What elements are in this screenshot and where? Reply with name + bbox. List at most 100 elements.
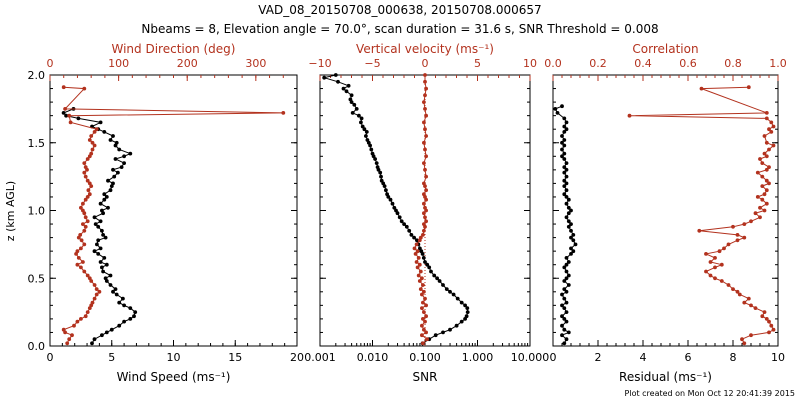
- x2-tick-label: 300: [245, 57, 266, 70]
- correlation-point: [764, 317, 769, 321]
- p2-plot-frame: [552, 74, 779, 347]
- wind-speed-point: [112, 174, 117, 179]
- residual-point: [562, 341, 567, 346]
- snr-point: [378, 170, 383, 175]
- snr-point: [441, 283, 445, 287]
- snr-point: [384, 188, 388, 193]
- residual-point: [564, 195, 569, 199]
- correlation-point: [742, 235, 747, 240]
- correlation-point: [762, 310, 767, 314]
- wind-speed-point: [100, 265, 104, 270]
- correlation-point: [755, 170, 760, 175]
- residual-point: [562, 178, 567, 183]
- residual-point: [569, 252, 573, 256]
- wind-speed-point: [128, 151, 133, 156]
- vertical-velocity-point: [424, 154, 428, 159]
- wind-direction-point: [94, 127, 99, 132]
- vertical-velocity-point: [423, 319, 427, 324]
- x2-axis-label: Correlation: [632, 42, 698, 56]
- wind-direction-point: [72, 323, 76, 328]
- wind-direction-point: [85, 310, 90, 314]
- correlation-point: [753, 211, 758, 216]
- wind-direction-point: [92, 130, 97, 134]
- wind-direction-point: [81, 222, 85, 227]
- wind-direction-point: [61, 85, 66, 90]
- residual-point: [564, 269, 569, 274]
- snr-point: [433, 333, 438, 338]
- wind-speed-point: [122, 161, 126, 166]
- correlation-point: [749, 219, 753, 224]
- correlation-point: [753, 306, 758, 310]
- x2-tick-label: −10: [308, 57, 331, 70]
- vertical-velocity-point: [423, 147, 427, 152]
- correlation-point: [697, 228, 702, 233]
- correlation-point: [749, 303, 753, 308]
- residual-point: [560, 154, 564, 159]
- snr-point: [362, 127, 367, 132]
- correlation-point: [735, 238, 740, 243]
- snr-point: [415, 238, 419, 243]
- vertical-velocity-point: [417, 262, 422, 267]
- correlation-panel: 0 2 4 6 8 10 Residual (ms⁻¹) 0.0 0.2 0.4 0.6 0.8 1.0…: [544, 42, 787, 384]
- correlation-point: [713, 256, 717, 260]
- wind-speed-point: [119, 165, 124, 170]
- x-tick-label: 8: [730, 351, 737, 364]
- wind-direction-point: [68, 120, 73, 125]
- correlation-point: [719, 262, 724, 267]
- vertical-velocity-point: [421, 283, 425, 287]
- snr-point: [341, 86, 346, 91]
- residual-point: [562, 151, 567, 156]
- x2-tick-label: 10: [523, 57, 537, 70]
- residual-point: [566, 330, 571, 335]
- correlation-point: [762, 151, 767, 156]
- vertical-velocity-point: [414, 242, 419, 247]
- residual-point: [562, 327, 567, 332]
- correlation-point: [760, 314, 765, 319]
- correlation-point: [704, 269, 708, 274]
- vertical-velocity-point: [415, 265, 420, 270]
- wind-speed-point: [100, 208, 104, 213]
- snr-point: [364, 134, 368, 138]
- correlation-point: [769, 120, 774, 125]
- correlation-point: [737, 292, 742, 297]
- vertical-velocity-point: [424, 303, 428, 308]
- vertical-velocity-point: [424, 113, 428, 118]
- correlation-point: [764, 201, 769, 206]
- wind-direction-point: [83, 215, 88, 220]
- snr-point: [394, 208, 398, 213]
- residual-point: [562, 138, 567, 142]
- wind-direction-point: [75, 319, 80, 324]
- snr-point: [357, 113, 361, 118]
- correlation-point: [704, 252, 708, 256]
- snr-point: [374, 161, 379, 166]
- snr-point: [370, 151, 375, 156]
- x-axis-label: Residual (ms⁻¹): [619, 370, 712, 384]
- residual-point: [562, 170, 567, 175]
- correlation-point: [726, 283, 731, 287]
- wind-speed-point: [102, 256, 107, 260]
- wind-speed-point: [108, 283, 113, 287]
- plot-created-footer: Plot created on Mon Oct 12 20:41:39 2015: [625, 389, 795, 398]
- snr-point: [419, 249, 424, 254]
- correlation-point: [713, 276, 717, 281]
- wind-speed-point: [90, 341, 94, 346]
- wind-speed-point: [98, 246, 103, 251]
- wind-direction-point: [89, 151, 94, 156]
- x-tick-label: 10: [771, 351, 785, 364]
- vertical-velocity-point: [424, 174, 428, 179]
- vertical-velocity-point: [420, 306, 424, 310]
- wind-speed-point: [104, 262, 109, 267]
- wind-speed-point: [108, 273, 113, 278]
- correlation-point: [769, 323, 774, 328]
- residual-point: [562, 124, 567, 129]
- x2-tick-label: 0: [422, 57, 429, 70]
- x-tick-label: 20: [290, 351, 304, 364]
- wind-speed-point: [133, 310, 138, 314]
- snr-point: [448, 327, 452, 332]
- vertical-velocity-point: [421, 317, 425, 321]
- x-tick-label: 0: [47, 351, 54, 364]
- vertical-velocity-point: [420, 323, 424, 328]
- wind-speed-point: [111, 181, 115, 186]
- vertical-velocity-point: [423, 167, 427, 172]
- wind-direction-point: [92, 283, 97, 287]
